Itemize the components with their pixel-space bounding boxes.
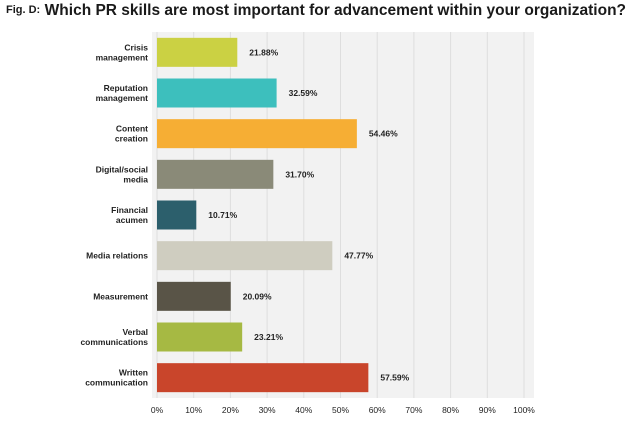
- category-label-8: Written communication: [85, 368, 148, 388]
- x-tick-label-5: 50%: [332, 405, 349, 415]
- value-label-6: 20.09%: [243, 291, 272, 301]
- bar-2: [157, 119, 357, 149]
- value-label-1: 32.59%: [289, 88, 318, 98]
- x-tick-label-9: 90%: [479, 405, 496, 415]
- bar-8: [157, 363, 369, 393]
- chart-title-text: Which PR skills are most important for a…: [44, 2, 627, 19]
- category-label-5: Media relations: [86, 251, 148, 261]
- bar-1: [157, 78, 277, 108]
- bar-6: [157, 281, 231, 311]
- x-tick-label-3: 30%: [259, 405, 276, 415]
- category-label-0: Crisis management: [96, 42, 149, 62]
- bar-5: [157, 241, 333, 271]
- category-label-7: Verbal communications: [80, 327, 148, 347]
- x-tick-label-1: 10%: [185, 405, 202, 415]
- value-label-0: 21.88%: [249, 47, 278, 57]
- value-label-2: 54.46%: [369, 129, 398, 139]
- x-tick-label-4: 40%: [295, 405, 312, 415]
- chart-title: Fig. D: Which PR skills are most importa…: [6, 2, 626, 20]
- value-label-3: 31.70%: [285, 169, 314, 179]
- figure-label: Fig. D:: [6, 4, 41, 16]
- value-label-5: 47.77%: [344, 251, 373, 261]
- value-label-7: 23.21%: [254, 332, 283, 342]
- x-tick-label-7: 70%: [405, 405, 422, 415]
- category-label-3: Digital/social media: [96, 164, 149, 184]
- bar-3: [157, 159, 274, 189]
- category-label-4: Financial acumen: [111, 205, 148, 225]
- x-tick-label-10: 100%: [513, 405, 535, 415]
- value-label-8: 57.59%: [380, 373, 409, 383]
- bar-7: [157, 322, 243, 352]
- category-label-2: Content creation: [115, 124, 148, 144]
- x-tick-label-8: 80%: [442, 405, 459, 415]
- x-tick-label-0: 0%: [151, 405, 164, 415]
- category-label-6: Measurement: [93, 291, 148, 301]
- category-label-1: Reputation management: [96, 83, 149, 103]
- value-label-4: 10.71%: [208, 210, 237, 220]
- bar-4: [157, 200, 197, 230]
- x-tick-label-6: 60%: [369, 405, 386, 415]
- x-tick-label-2: 20%: [222, 405, 239, 415]
- bar-0: [157, 37, 238, 67]
